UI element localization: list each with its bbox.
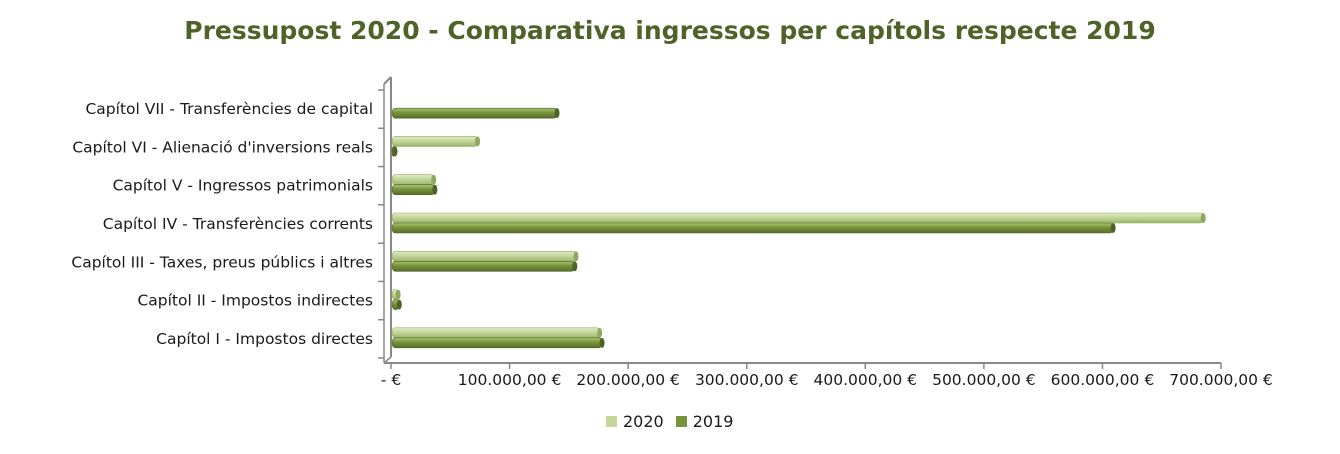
bar-2019[interactable] <box>391 260 578 272</box>
bar-body <box>391 337 603 349</box>
bar-2020[interactable] <box>391 327 603 339</box>
category-label: Capítol I - Impostos directes <box>156 330 373 348</box>
category-label: Capítol VI - Alienació d'inversions real… <box>72 138 373 156</box>
legend-swatch-2019 <box>675 416 687 427</box>
legend-item-2020[interactable]: 2020 <box>606 412 664 431</box>
bar-cap <box>392 146 398 157</box>
bar-cap <box>572 261 578 272</box>
bar-body <box>391 212 1204 224</box>
bars <box>391 107 1206 349</box>
bar-cap <box>554 108 560 119</box>
x-tick-label: - € <box>381 371 401 389</box>
x-tick-label: 100.000,00 € <box>458 371 562 389</box>
category-label: Capítol II - Impostos indirectes <box>137 292 373 310</box>
x-tick-label: 400.000,00 € <box>814 371 918 389</box>
bar-cap <box>432 184 438 195</box>
bar-body <box>391 327 600 339</box>
bar-2020[interactable] <box>391 136 481 147</box>
bar-body <box>391 136 478 147</box>
bar-2019[interactable] <box>391 184 438 196</box>
bar-2019[interactable] <box>391 222 1116 234</box>
bar-cap <box>599 337 605 348</box>
x-tick-label: 300.000,00 € <box>695 371 799 389</box>
bar-body <box>391 260 576 272</box>
y-axis-depth-top <box>383 76 392 85</box>
axes <box>378 76 1222 369</box>
bar-cap <box>597 327 603 338</box>
bar-2020[interactable] <box>391 174 437 186</box>
bar-body <box>391 107 558 119</box>
category-label: Capítol VII - Transferències de capital <box>85 100 373 118</box>
x-tick-label: 200.000,00 € <box>576 371 680 389</box>
category-label: Capítol IV - Transferències corrents <box>103 215 373 233</box>
bar-cap <box>431 174 437 185</box>
bar-cap <box>573 251 579 262</box>
legend-label-2020: 2020 <box>623 412 664 431</box>
x-tick-label: 700.000,00 € <box>1169 371 1273 389</box>
bar-cap <box>396 299 402 310</box>
bar-cap <box>395 289 401 300</box>
labels: - € 100.000,00 € 200.000,00 € 300.000,00 € 4… <box>71 100 1272 389</box>
category-label: Capítol V - Ingressos patrimonials <box>113 177 373 195</box>
bar-body <box>391 174 434 186</box>
bar-body <box>391 250 577 262</box>
bar-body <box>391 222 1114 234</box>
bar-2019[interactable] <box>391 146 398 157</box>
bar-2019[interactable] <box>391 337 605 349</box>
x-tick-label: 500.000,00 € <box>932 371 1036 389</box>
bar-2019[interactable] <box>391 107 560 119</box>
bar-cap <box>475 136 481 147</box>
category-label: Capítol III - Taxes, preus públics i alt… <box>71 253 373 271</box>
chart-title: Pressupost 2020 - Comparativa ingressos … <box>184 16 1156 45</box>
bar-cap <box>1200 213 1206 223</box>
x-tick-label: 600.000,00 € <box>1051 371 1155 389</box>
legend: 2020 2019 <box>606 412 745 431</box>
bar-cap <box>1110 223 1116 233</box>
bar-2020[interactable] <box>391 250 579 262</box>
bar-2019[interactable] <box>391 299 402 310</box>
bar-body <box>391 184 436 196</box>
bar-2020[interactable] <box>391 212 1206 224</box>
legend-label-2019: 2019 <box>692 412 734 431</box>
legend-item-2019[interactable]: 2019 <box>675 412 734 431</box>
bar-2020[interactable] <box>391 289 401 300</box>
legend-swatch-2020 <box>606 416 617 427</box>
